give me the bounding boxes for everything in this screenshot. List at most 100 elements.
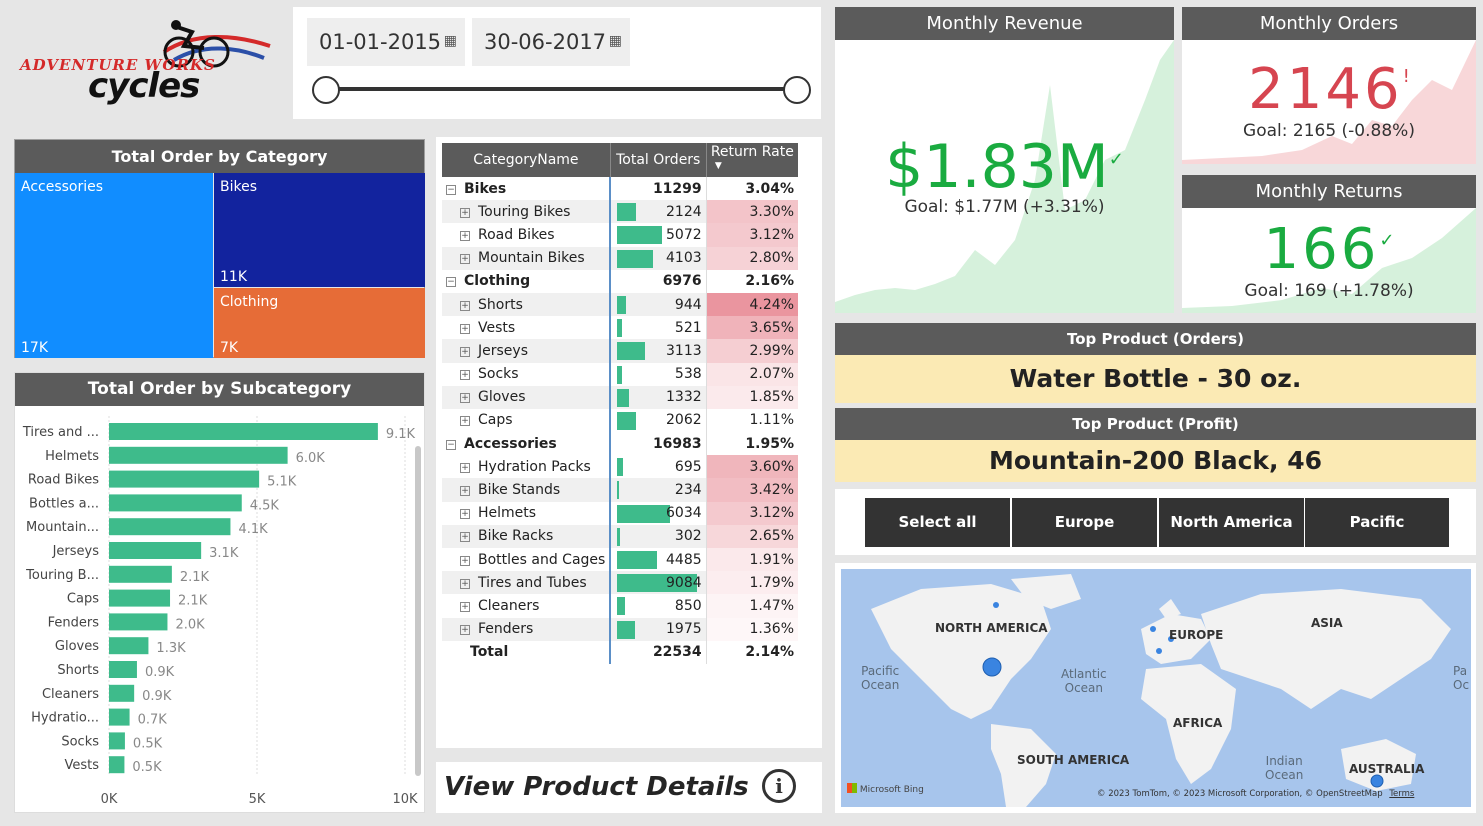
expand-icon[interactable]: +	[460, 486, 470, 497]
world-map-svg[interactable]	[841, 569, 1471, 807]
orders-map[interactable]: NORTH AMERICA EUROPE ASIA AFRICA SOUTH A…	[835, 563, 1476, 813]
map-bubble-canada[interactable]	[993, 602, 999, 608]
subcategory-bar[interactable]	[109, 565, 172, 583]
expand-icon[interactable]: +	[460, 207, 470, 218]
subcategory-row[interactable]: + Shorts 944 4.24%	[442, 292, 798, 317]
column-header-orders[interactable]: Total Orders	[610, 143, 707, 177]
return-rate-header-label: Return Rate	[710, 144, 794, 160]
category-row[interactable]: − Accessories 16983 1.95%	[442, 432, 798, 456]
date-slider-track[interactable]	[327, 87, 799, 91]
expand-icon[interactable]: +	[460, 625, 470, 636]
subcategory-row[interactable]: + Jerseys 3113 2.99%	[442, 339, 798, 363]
expand-icon[interactable]: +	[460, 370, 470, 381]
map-terms-link[interactable]: Terms	[1389, 789, 1415, 799]
subcategory-bar[interactable]	[109, 589, 171, 607]
subcategory-row[interactable]: + Bike Racks 302 2.65%	[442, 524, 798, 548]
end-date-input[interactable]: 30-06-2017 ▦	[472, 18, 630, 66]
start-date-input[interactable]: 01-01-2015 ▦	[307, 18, 465, 66]
revenue-card-title: Monthly Revenue	[835, 7, 1174, 40]
subcategory-bar[interactable]	[109, 637, 149, 655]
subcategory-bar[interactable]	[109, 542, 202, 559]
end-date-value: 30-06-2017	[484, 30, 607, 54]
start-date-handle[interactable]	[312, 76, 340, 104]
africa-land	[1141, 664, 1236, 784]
expand-icon[interactable]: +	[460, 578, 470, 589]
collapse-icon[interactable]: −	[446, 439, 456, 450]
subcategory-bar[interactable]	[109, 470, 260, 488]
orders-value: 6034	[666, 505, 702, 522]
chart-scrollbar[interactable]	[415, 446, 421, 776]
region-north-america-button[interactable]: North America	[1159, 498, 1304, 547]
orders-data-bar	[617, 527, 620, 546]
orders-data-bar	[617, 226, 662, 245]
subcategory-bar[interactable]	[109, 708, 130, 726]
category-treemap: Total Order by Category Accessories 17K …	[14, 139, 425, 358]
subcategory-row[interactable]: + Socks 538 2.07%	[442, 362, 798, 386]
expand-icon[interactable]: +	[460, 601, 470, 612]
map-bubble-north-america[interactable]	[982, 657, 1002, 677]
end-date-handle[interactable]	[783, 76, 811, 104]
subcategory-row[interactable]: + Bottles and Cages 4485 1.91%	[442, 548, 798, 572]
map-bubble-france[interactable]	[1156, 648, 1162, 654]
continent-label-north-america: NORTH AMERICA	[935, 621, 1048, 635]
subcategory-row[interactable]: + Helmets 6034 3.12%	[442, 501, 798, 525]
return-rate-cell: 1.95%	[745, 435, 794, 452]
subcategory-row[interactable]: + Hydration Packs 695 3.60%	[442, 455, 798, 479]
orders-data-bar	[617, 411, 636, 430]
expand-icon[interactable]: +	[460, 254, 470, 265]
return-rate-cell: 1.36%	[706, 617, 798, 641]
subcategory-row[interactable]: + Gloves 1332 1.85%	[442, 385, 798, 409]
treemap-cell-accessories[interactable]: Accessories 17K	[15, 173, 213, 358]
subcategory-row[interactable]: + Cleaners 850 1.47%	[442, 594, 798, 618]
total-orders-cell: 2062	[610, 408, 707, 433]
subcategory-bar[interactable]	[109, 613, 168, 631]
subcategory-row[interactable]: + Bike Stands 234 3.42%	[442, 478, 798, 502]
region-pacific-button[interactable]: Pacific	[1305, 498, 1449, 547]
region-select-all-button[interactable]: Select all	[865, 498, 1010, 547]
subcategory-bar[interactable]	[109, 756, 125, 774]
expand-icon[interactable]: +	[460, 509, 470, 520]
calendar-icon[interactable]: ▦	[443, 33, 457, 49]
expand-icon[interactable]: +	[460, 555, 470, 566]
expand-icon[interactable]: +	[460, 532, 470, 543]
map-copyright: © 2023 TomTom, © 2023 Microsoft Corporat…	[1097, 789, 1414, 799]
expand-icon[interactable]: +	[460, 416, 470, 427]
map-bubble-uk[interactable]	[1150, 626, 1156, 632]
subcategory-row[interactable]: + Caps 2062 1.11%	[442, 408, 798, 433]
treemap-cell-clothing[interactable]: Clothing 7K	[214, 288, 425, 358]
expand-icon[interactable]: +	[460, 300, 470, 311]
treemap-cell-bikes[interactable]: Bikes 11K	[214, 173, 425, 287]
expand-icon[interactable]: +	[460, 230, 470, 241]
expand-icon[interactable]: +	[460, 393, 470, 404]
subcategory-bar[interactable]	[109, 732, 125, 750]
view-product-details-button[interactable]: View Product Details i	[436, 762, 822, 813]
subcategory-bar[interactable]	[109, 661, 137, 678]
expand-icon[interactable]: +	[460, 462, 470, 473]
subcategory-row[interactable]: + Mountain Bikes 4103 2.80%	[442, 246, 798, 270]
subcategory-row[interactable]: + Tires and Tubes 9084 1.79%	[442, 571, 798, 595]
column-header-category[interactable]: CategoryName	[442, 143, 611, 177]
calendar-icon[interactable]: ▦	[608, 33, 622, 49]
map-bubble-germany[interactable]	[1168, 636, 1174, 642]
category-row[interactable]: − Bikes 11299 3.04%	[442, 177, 798, 201]
region-europe-button[interactable]: Europe	[1012, 498, 1157, 547]
subcategory-row[interactable]: + Fenders 1975 1.36%	[442, 617, 798, 641]
expand-icon[interactable]: +	[460, 323, 470, 334]
collapse-icon[interactable]: −	[446, 184, 456, 195]
total-orders-cell: 944	[610, 292, 707, 317]
map-bubble-australia[interactable]	[1370, 774, 1384, 788]
category-row[interactable]: − Clothing 6976 2.16%	[442, 269, 798, 293]
subcategory-bar[interactable]	[109, 446, 288, 464]
subcategory-row[interactable]: + Road Bikes 5072 3.12%	[442, 223, 798, 247]
info-icon[interactable]: i	[762, 769, 796, 803]
collapse-icon[interactable]: −	[446, 277, 456, 288]
column-header-return-rate[interactable]: Return Rate ▼	[706, 143, 798, 177]
total-row[interactable]: Total 22534 2.14%	[442, 640, 798, 664]
expand-icon[interactable]: +	[460, 346, 470, 357]
subcategory-bar[interactable]	[109, 518, 231, 536]
subcategory-row[interactable]: + Vests 521 3.65%	[442, 316, 798, 340]
subcategory-bar[interactable]	[109, 494, 242, 512]
subcategory-bar[interactable]	[109, 684, 135, 702]
subcategory-row[interactable]: + Touring Bikes 2124 3.30%	[442, 200, 798, 224]
subcategory-bar[interactable]	[109, 423, 378, 440]
